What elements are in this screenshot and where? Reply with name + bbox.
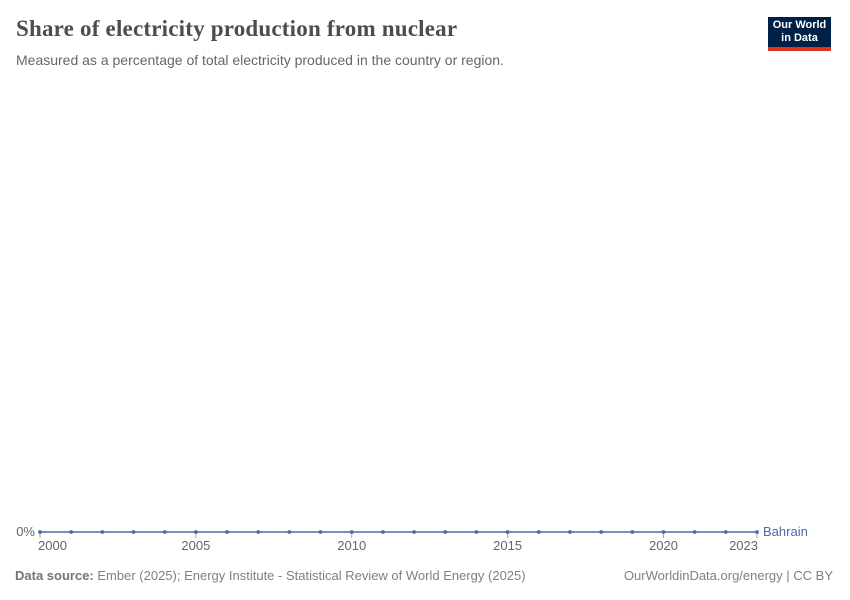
- owid-logo: Our World in Data: [768, 17, 831, 51]
- page-title: Share of electricity production from nuc…: [16, 16, 458, 41]
- data-point-marker[interactable]: [38, 530, 42, 534]
- owid-logo-line1: Our World: [772, 19, 827, 32]
- data-source-text[interactable]: Ember (2025); Energy Institute - Statist…: [97, 568, 526, 583]
- data-point-marker[interactable]: [287, 530, 292, 534]
- data-point-marker[interactable]: [505, 530, 510, 534]
- data-point-marker[interactable]: [661, 530, 666, 534]
- page-subtitle: Measured as a percentage of total electr…: [16, 52, 504, 68]
- data-point-marker[interactable]: [599, 530, 604, 534]
- data-point-marker[interactable]: [723, 530, 728, 534]
- data-point-marker[interactable]: [568, 530, 572, 534]
- data-source-label: Data source:: [15, 568, 94, 583]
- data-point-marker[interactable]: [69, 530, 74, 534]
- chart-footer: Data source: Ember (2025); Energy Instit…: [15, 568, 833, 583]
- data-point-marker[interactable]: [225, 530, 229, 534]
- data-point-marker[interactable]: [100, 530, 105, 534]
- data-point-marker[interactable]: [256, 530, 261, 534]
- y-axis-tick-label: 0%: [16, 523, 35, 539]
- data-point-marker[interactable]: [162, 530, 167, 534]
- data-point-marker[interactable]: [630, 530, 635, 534]
- data-point-marker[interactable]: [193, 530, 198, 534]
- data-point-marker[interactable]: [536, 530, 541, 534]
- data-point-marker[interactable]: [131, 530, 136, 534]
- data-point-marker[interactable]: [474, 530, 479, 534]
- x-axis-tick-label: 2020: [649, 538, 678, 553]
- x-axis-tick-label: 2023: [729, 538, 758, 553]
- data-point-marker[interactable]: [443, 530, 448, 534]
- x-axis-tick-label: 2005: [181, 538, 211, 553]
- data-point-marker[interactable]: [381, 530, 385, 534]
- data-source-note: Data source: Ember (2025); Energy Instit…: [15, 568, 526, 583]
- data-point-marker[interactable]: [412, 530, 416, 534]
- owid-logo-line2: in Data: [781, 32, 818, 44]
- series-entity-label[interactable]: Bahrain: [763, 523, 808, 539]
- data-point-marker[interactable]: [349, 530, 354, 534]
- data-point-marker[interactable]: [318, 530, 323, 534]
- x-axis-tick-label: 2015: [493, 538, 523, 553]
- data-point-marker[interactable]: [692, 530, 697, 534]
- x-axis-tick-label: 2000: [38, 538, 67, 553]
- x-axis-tick-label: 2010: [337, 538, 367, 553]
- data-point-marker[interactable]: [755, 530, 759, 534]
- attribution-link[interactable]: OurWorldinData.org/energy | CC BY: [623, 568, 833, 583]
